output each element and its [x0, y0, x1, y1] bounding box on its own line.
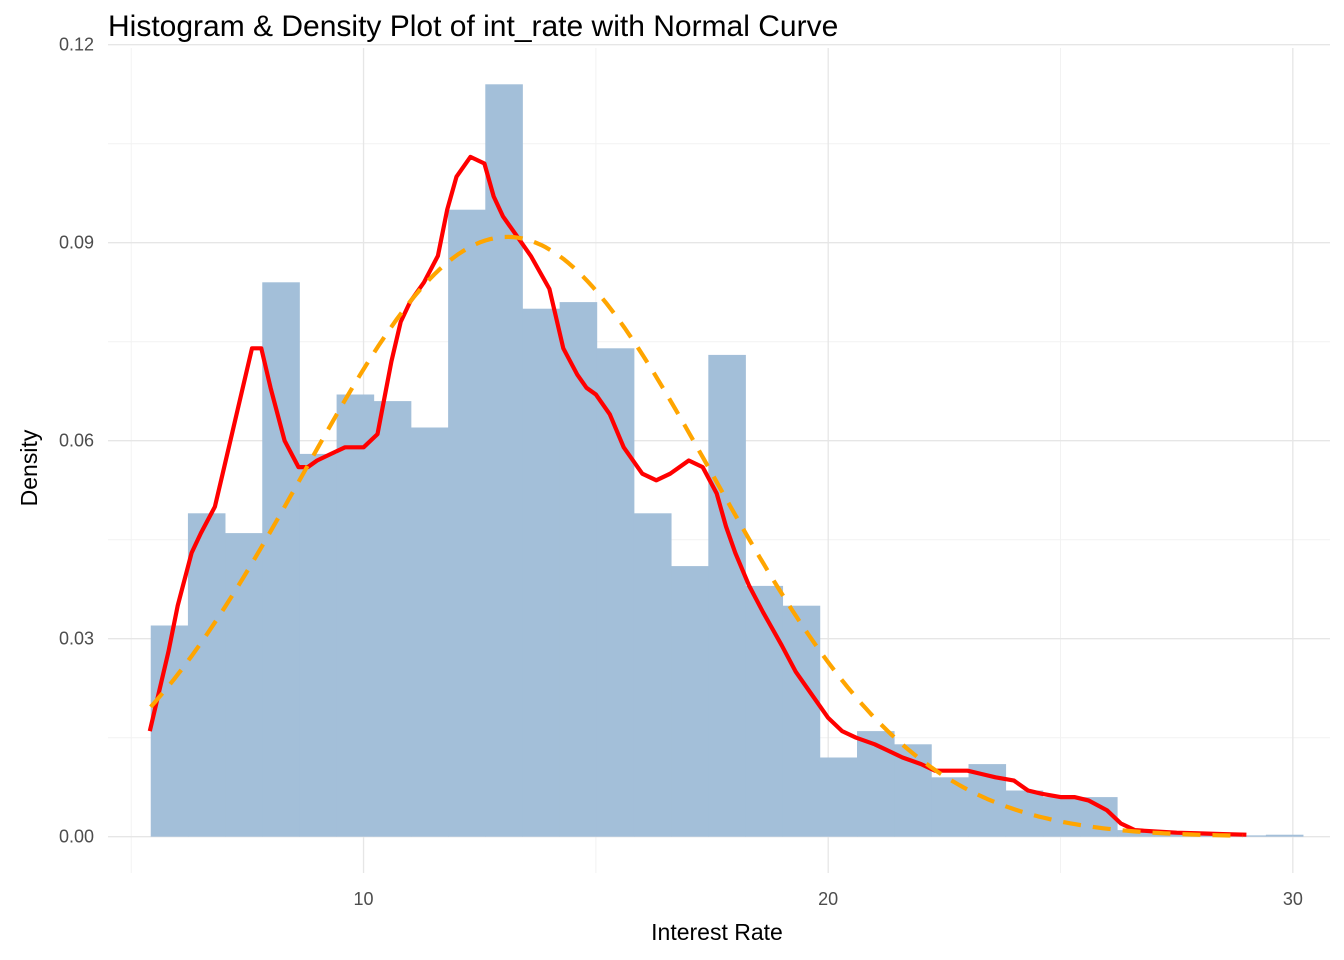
y-tick-label: 0.09	[59, 233, 94, 253]
histogram-bar	[336, 394, 375, 837]
histogram-bar	[596, 348, 635, 837]
normal-curve-line	[149, 234, 1243, 838]
density-curves	[147, 154, 1247, 838]
histogram-bar	[1005, 790, 1044, 837]
axis-tick-labels: 10 20 30 0.00 0.03 0.06 0.09 0.12	[59, 35, 1303, 909]
histogram-bar	[522, 308, 561, 837]
histogram-bar	[262, 282, 300, 837]
y-tick-label: 0.00	[59, 827, 94, 847]
histogram-bar	[1154, 833, 1192, 837]
x-tick-label: 10	[354, 889, 374, 909]
histogram-bar	[448, 209, 486, 837]
histogram-bar	[559, 302, 598, 837]
x-tick-label: 20	[818, 889, 838, 909]
histogram-bar	[299, 453, 338, 837]
histogram-bar	[633, 513, 672, 837]
x-tick-label: 30	[1283, 889, 1303, 909]
kernel-density-line	[147, 154, 1247, 837]
grid-lines	[108, 44, 1330, 873]
histogram-bar	[187, 513, 226, 837]
y-tick-label: 0.03	[59, 629, 94, 649]
histogram-bar	[1228, 835, 1267, 837]
histogram-bar	[819, 757, 858, 837]
y-tick-label: 0.06	[59, 431, 94, 451]
histogram-bar	[150, 625, 189, 837]
x-axis-title: Interest Rate	[651, 919, 783, 945]
histogram-bar	[225, 533, 263, 837]
histogram-bar	[708, 354, 746, 837]
histogram-bar	[745, 585, 784, 837]
histogram-bar	[485, 84, 523, 837]
histogram-bar	[671, 566, 709, 837]
histogram-bar	[373, 401, 412, 837]
histogram-bar	[1265, 834, 1304, 837]
chart-title: Histogram & Density Plot of int_rate wit…	[108, 10, 839, 43]
histogram-bars	[150, 84, 1304, 837]
y-tick-label: 0.12	[59, 35, 94, 55]
histogram-bar	[410, 427, 449, 837]
y-axis-title: Density	[16, 429, 42, 506]
